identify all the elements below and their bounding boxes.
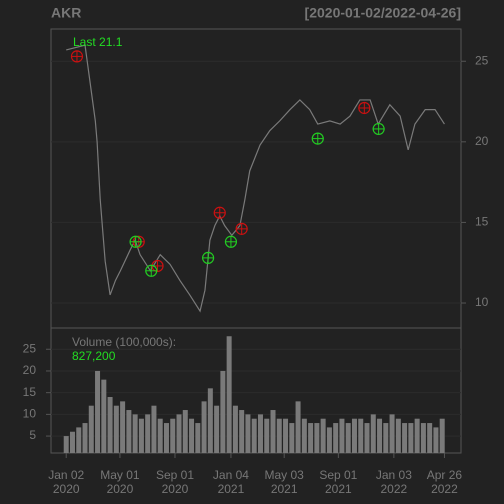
volume-bar xyxy=(120,401,126,453)
volume-bar xyxy=(289,423,295,453)
volume-bar xyxy=(295,401,301,453)
volume-bar xyxy=(201,401,207,453)
y-tick-label: 5 xyxy=(29,428,36,442)
y-tick-label: 20 xyxy=(475,134,489,148)
volume-bar xyxy=(276,418,282,453)
volume-bar xyxy=(195,423,201,453)
volume-bar xyxy=(389,414,395,453)
volume-bar xyxy=(226,336,232,453)
volume-bar xyxy=(301,418,307,453)
volume-bar xyxy=(163,423,169,453)
volume-bar xyxy=(113,405,119,453)
volume-bar xyxy=(370,414,376,453)
y-tick-label: 20 xyxy=(23,363,37,377)
volume-bar xyxy=(107,397,113,453)
volume-bar xyxy=(76,427,82,453)
volume-bar xyxy=(138,418,144,453)
volume-last: 827,200 xyxy=(72,349,116,363)
volume-bar xyxy=(82,423,88,453)
x-tick-label: Sep 01 2021 xyxy=(319,468,358,496)
price-line xyxy=(66,44,445,313)
x-tick-label: Jan 03 2022 xyxy=(375,468,412,496)
volume-bar xyxy=(264,418,270,453)
volume-bar xyxy=(69,431,75,453)
x-tick-label: Jan 02 2020 xyxy=(48,468,85,496)
volume-bar xyxy=(257,414,263,453)
volume-bar xyxy=(207,388,213,453)
volume-bar xyxy=(189,418,195,453)
volume-bar xyxy=(283,418,289,453)
volume-bar xyxy=(402,423,408,453)
volume-bar xyxy=(145,414,151,453)
y-tick-label: 25 xyxy=(23,341,37,355)
volume-bar xyxy=(320,418,326,453)
x-tick-label: May 03 2021 xyxy=(264,468,304,496)
x-tick-label: Jan 04 2021 xyxy=(212,468,249,496)
volume-bar xyxy=(251,418,257,453)
volume-bar xyxy=(176,414,182,453)
volume-bar xyxy=(364,423,370,453)
volume-bar xyxy=(95,370,101,453)
volume-bar xyxy=(420,423,426,453)
volume-bar xyxy=(182,410,188,453)
volume-bar xyxy=(427,423,433,453)
volume-bar xyxy=(214,405,220,453)
volume-bar xyxy=(314,423,320,453)
volume-bar xyxy=(308,423,314,453)
y-tick-label: 10 xyxy=(475,295,489,309)
volume-bar xyxy=(414,418,420,453)
volume-bar xyxy=(101,379,107,453)
last-label: Last 21.1 xyxy=(73,35,123,49)
y-tick-label: 15 xyxy=(23,385,37,399)
volume-bar xyxy=(126,410,132,453)
volume-bar xyxy=(63,436,69,453)
volume-bar xyxy=(239,410,245,453)
volume-bar xyxy=(351,418,357,453)
y-tick-label: 25 xyxy=(475,53,489,67)
volume-bar xyxy=(439,418,445,453)
volume-bar xyxy=(170,418,176,453)
volume-bar xyxy=(232,405,238,453)
volume-bar xyxy=(151,405,157,453)
volume-bar xyxy=(383,423,389,453)
volume-bar xyxy=(395,418,401,453)
y-tick-label: 15 xyxy=(475,215,489,229)
volume-bar xyxy=(326,427,332,453)
volume-bar xyxy=(132,414,138,453)
x-tick-label: May 01 2020 xyxy=(100,468,140,496)
volume-bar xyxy=(345,423,351,453)
volume-bar xyxy=(245,414,251,453)
x-tick-label: Sep 01 2020 xyxy=(155,468,194,496)
volume-bar xyxy=(270,410,276,453)
volume-bar xyxy=(220,370,226,453)
panel xyxy=(50,28,462,329)
volume-bar xyxy=(339,418,345,453)
volume-title: Volume (100,000s): xyxy=(72,335,176,349)
volume-bar xyxy=(333,423,339,453)
x-tick-label: Apr 26 2022 xyxy=(426,468,463,496)
date-range: [2020-01-02/2022-04-26] xyxy=(305,5,461,21)
chart-title: AKR xyxy=(51,5,81,21)
volume-bar xyxy=(377,418,383,453)
y-tick-label: 10 xyxy=(23,407,37,421)
volume-bar xyxy=(88,405,94,453)
volume-bar xyxy=(433,427,439,453)
volume-bar xyxy=(408,423,414,453)
volume-bar xyxy=(358,418,364,453)
volume-bar xyxy=(157,418,163,453)
